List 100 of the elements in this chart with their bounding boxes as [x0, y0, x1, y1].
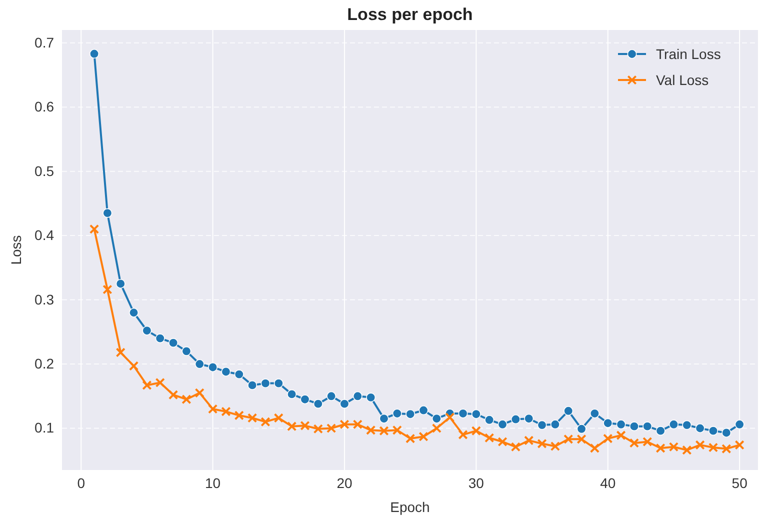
legend-label: Val Loss — [656, 72, 709, 88]
point — [564, 406, 574, 416]
point — [168, 390, 178, 400]
point — [208, 404, 218, 414]
y-tick-label: 0.7 — [34, 34, 54, 50]
point — [313, 399, 323, 409]
point — [656, 426, 666, 436]
point — [300, 394, 310, 404]
point — [221, 406, 231, 416]
x-tick-label: 40 — [600, 474, 616, 491]
point — [102, 284, 112, 294]
y-tick-label: 0.3 — [34, 291, 54, 308]
point — [392, 408, 402, 418]
point — [734, 420, 744, 430]
point — [708, 426, 718, 436]
point — [590, 408, 600, 418]
point — [603, 434, 613, 444]
point — [340, 399, 350, 409]
point — [182, 394, 192, 404]
point — [484, 433, 494, 443]
point — [656, 443, 666, 453]
point — [576, 434, 586, 444]
point — [260, 378, 270, 388]
point — [418, 406, 428, 416]
point — [116, 348, 126, 358]
point — [221, 366, 231, 376]
point — [286, 421, 297, 432]
point — [234, 410, 244, 420]
point — [366, 425, 376, 436]
point — [432, 414, 442, 424]
point — [313, 424, 323, 434]
x-tick-label: 20 — [336, 474, 352, 491]
point — [629, 438, 640, 448]
point — [471, 409, 481, 419]
point — [734, 440, 744, 450]
point — [524, 414, 534, 424]
point — [89, 224, 100, 234]
point — [722, 444, 732, 454]
point — [366, 392, 376, 402]
point — [550, 441, 560, 452]
point — [603, 418, 613, 428]
x-tick-label: 10 — [205, 474, 221, 491]
point — [155, 334, 165, 344]
point — [668, 442, 679, 452]
point — [326, 423, 336, 434]
point — [248, 380, 258, 390]
point — [458, 430, 468, 440]
point — [682, 445, 692, 455]
point — [274, 413, 284, 423]
point — [510, 442, 521, 452]
y-tick-label: 0.6 — [34, 98, 54, 115]
point — [576, 424, 586, 434]
legend-label: Train Loss — [656, 46, 721, 62]
point — [247, 413, 258, 423]
x-tick-label: 0 — [77, 474, 86, 491]
point — [695, 440, 705, 450]
point — [432, 423, 442, 434]
point — [406, 409, 416, 419]
y-tick-label: 0.4 — [34, 227, 54, 244]
point — [498, 436, 508, 447]
point — [89, 49, 100, 59]
point — [142, 326, 152, 336]
point — [471, 426, 482, 436]
y-tick-label: 0.1 — [34, 420, 54, 436]
point — [682, 420, 692, 430]
point — [352, 420, 362, 430]
point — [194, 359, 204, 369]
point — [708, 442, 718, 452]
point — [695, 423, 705, 434]
x-axis-title: Epoch — [390, 499, 430, 515]
point — [550, 420, 560, 430]
point — [629, 422, 639, 432]
point — [445, 412, 455, 422]
point — [668, 420, 678, 430]
point — [590, 443, 600, 453]
point — [379, 414, 389, 424]
point — [129, 308, 139, 318]
y-tick-label: 0.5 — [34, 162, 54, 179]
point — [392, 425, 402, 436]
point — [616, 420, 626, 430]
point — [234, 370, 244, 380]
point — [616, 430, 626, 440]
point — [194, 388, 204, 398]
point — [142, 380, 152, 390]
point — [168, 338, 178, 348]
point — [300, 420, 310, 431]
point — [182, 346, 192, 356]
point — [642, 436, 652, 447]
point — [287, 389, 297, 399]
point — [379, 426, 389, 436]
x-tick-label: 50 — [732, 474, 748, 491]
point — [116, 278, 126, 288]
point — [260, 416, 270, 427]
y-tick-label: 0.2 — [34, 355, 54, 372]
point — [406, 434, 416, 444]
y-axis-title: Loss — [8, 235, 24, 265]
point — [537, 438, 547, 448]
point — [498, 420, 508, 430]
point — [274, 378, 284, 388]
point — [352, 391, 362, 401]
